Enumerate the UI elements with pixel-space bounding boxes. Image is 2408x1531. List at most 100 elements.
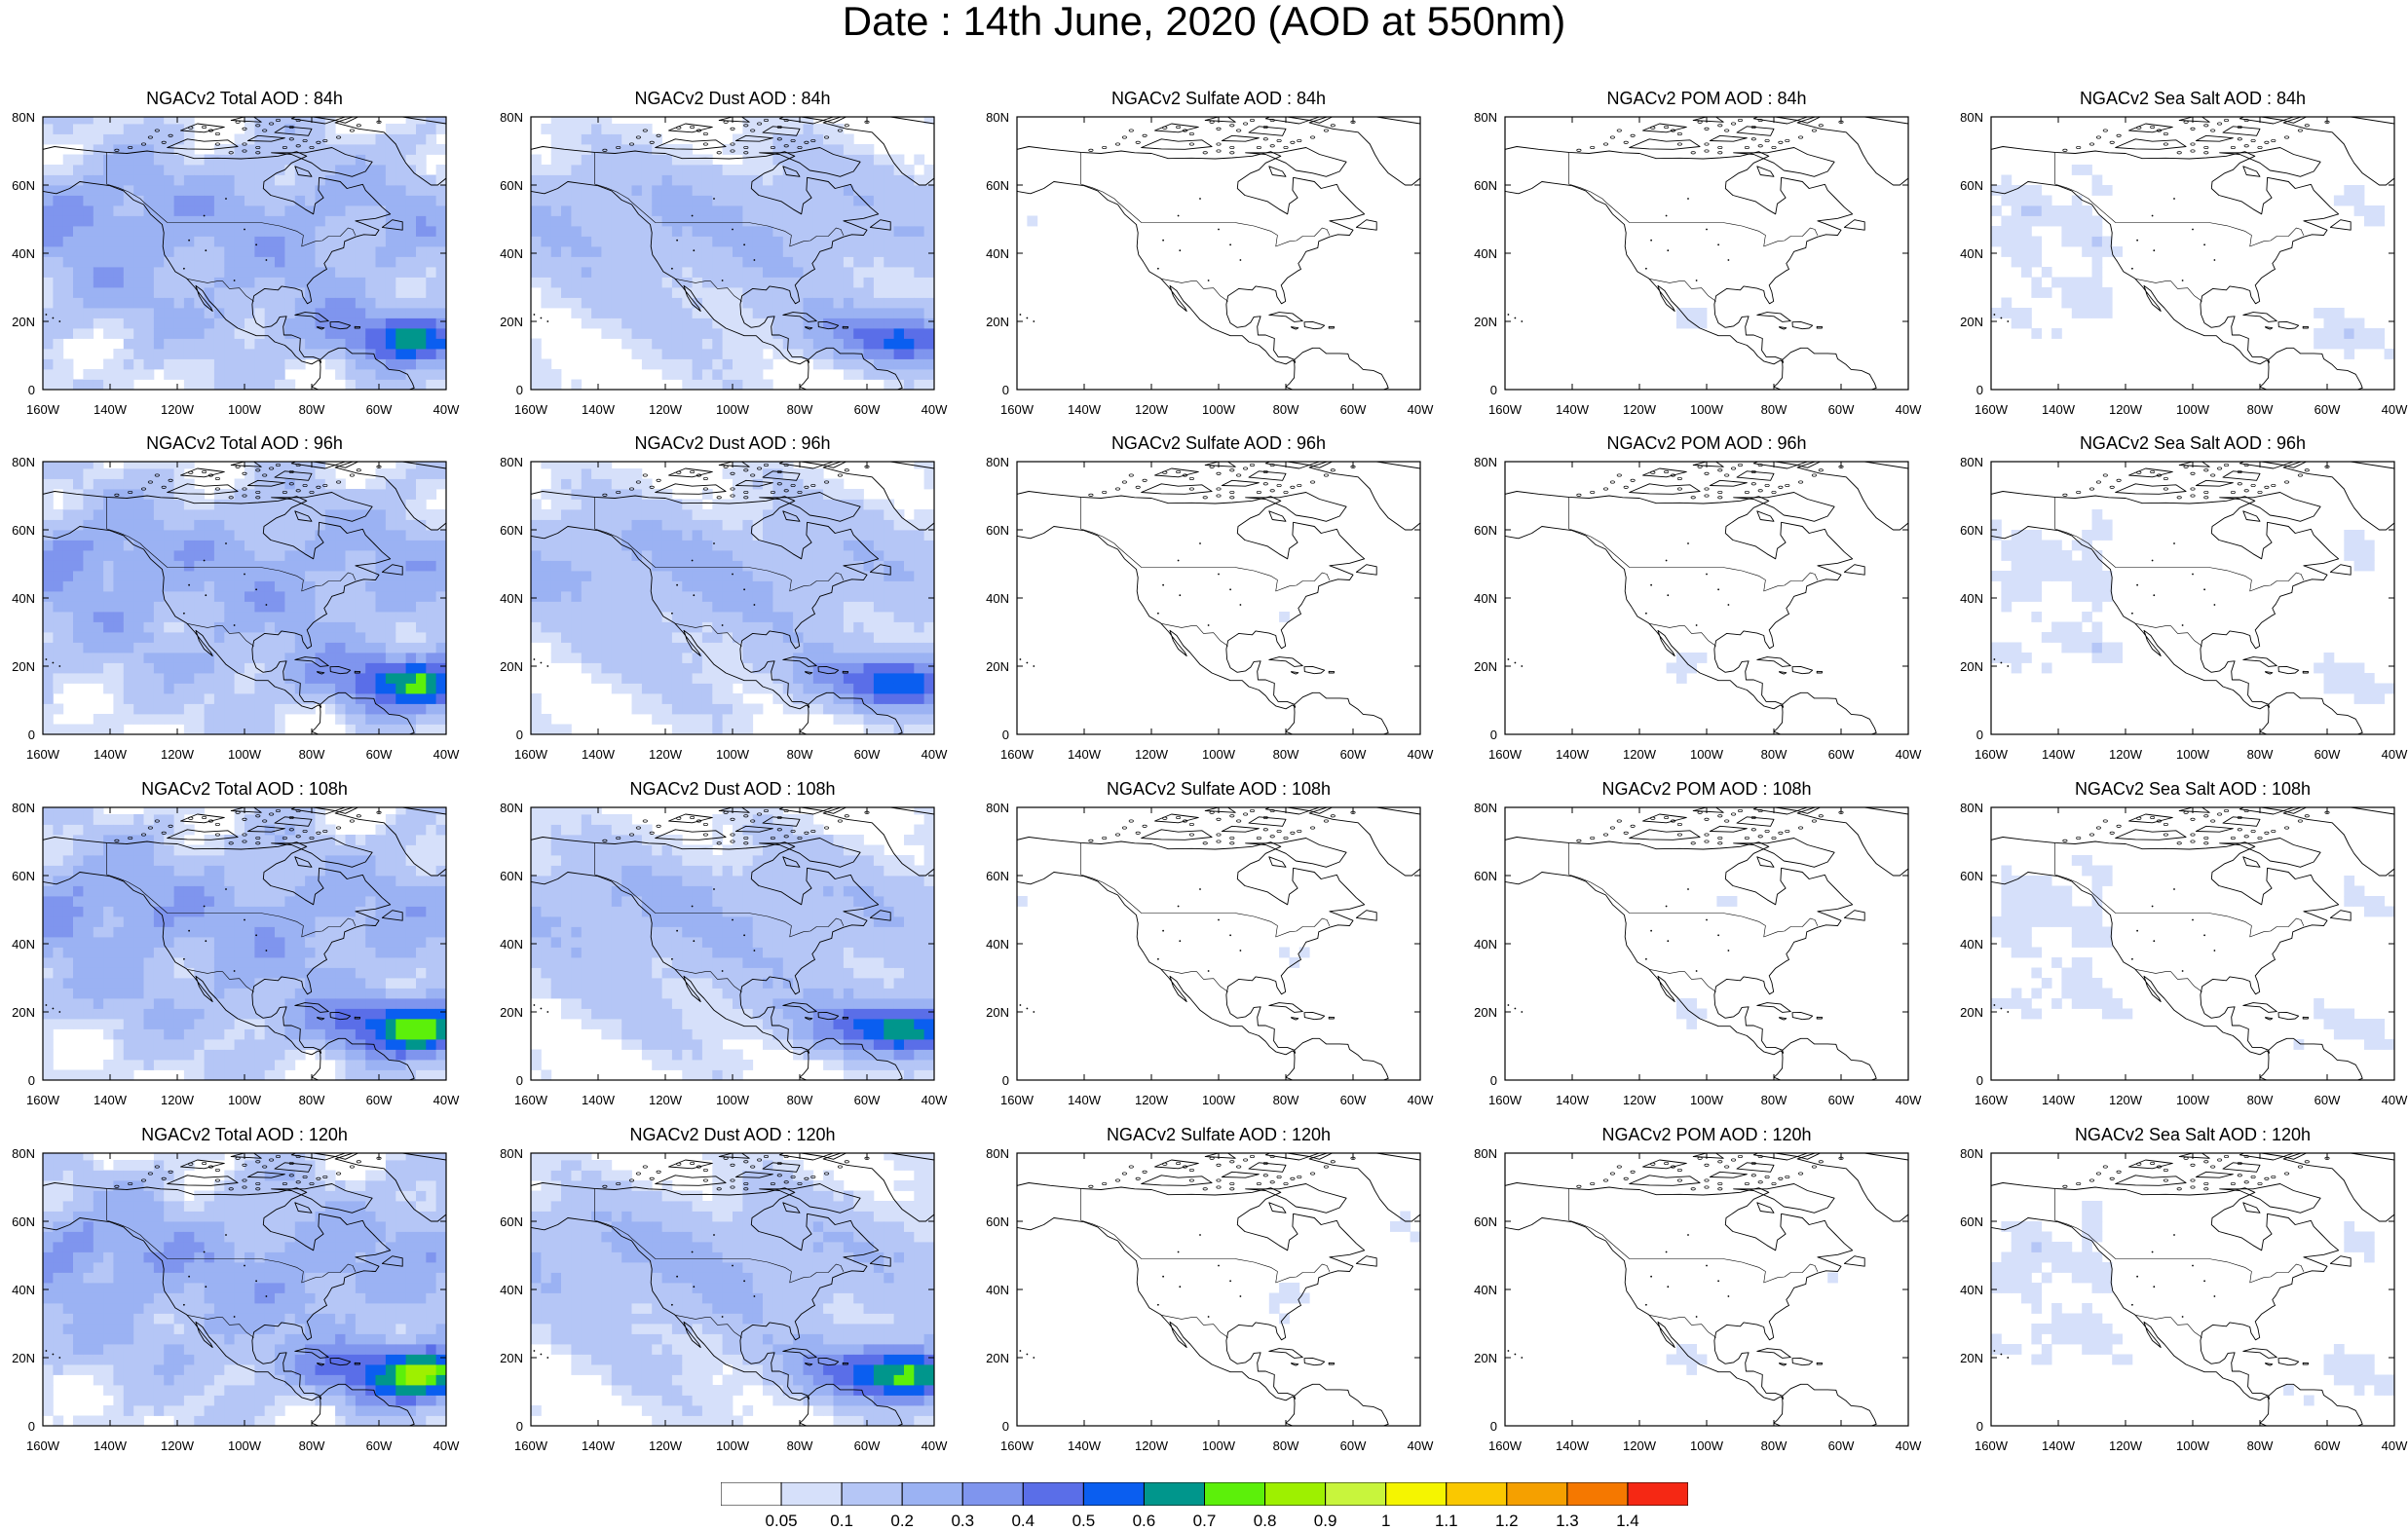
y-tick-label: 20N [986, 659, 1009, 674]
y-tick-label: 60N [986, 523, 1009, 538]
plot-frame [1016, 806, 1421, 1081]
x-tick-label: 40W [922, 747, 948, 762]
aod-field [1991, 1201, 2394, 1406]
x-tick-label: 140W [94, 402, 128, 417]
panel-title: NGACv2 Dust AOD : 84h [634, 89, 831, 108]
x-tick-label: 100W [716, 1438, 750, 1453]
x-tick-label: 100W [2176, 402, 2210, 417]
x-tick-label: 120W [161, 402, 195, 417]
y-tick-label: 60N [1474, 1214, 1497, 1229]
colorbar-label: 1.1 [1434, 1512, 1458, 1530]
x-tick-label: 100W [2176, 747, 2210, 762]
y-tick-label: 0 [1976, 1073, 1983, 1088]
x-tick-label: 40W [1896, 747, 1922, 762]
coastlines [1505, 462, 1908, 734]
panel-title: NGACv2 Total AOD : 120h [141, 1125, 348, 1144]
colorbar-swatch [841, 1482, 903, 1506]
y-tick-label: 0 [1002, 1419, 1009, 1434]
aod-map: 160W 140W 120W 100W 80W 60W 40W 80N 60N 40N 20N 0 [500, 801, 948, 1107]
map-panel-sulfate-108h: NGACv2 Sulfate AOD : 108h 160W 140W 120W 100… [974, 778, 1463, 1121]
y-tick-label: 60N [1960, 1214, 1983, 1229]
x-tick-label: 140W [2042, 1438, 2076, 1453]
x-tick-label: 80W [299, 402, 325, 417]
colorbar-label: 0.6 [1132, 1512, 1156, 1530]
x-tick-label: 120W [1623, 1093, 1657, 1107]
x-tick-label: 60W [854, 1093, 881, 1107]
x-tick-label: 100W [716, 1093, 750, 1107]
y-tick-label: 80N [986, 110, 1009, 125]
page-title: Date : 14th June, 2020 (AOD at 550nm) [842, 0, 1566, 44]
x-tick-label: 100W [2176, 1093, 2210, 1107]
colorbar-label: 1.3 [1556, 1512, 1579, 1530]
y-tick-label: 0 [28, 1073, 35, 1088]
y-tick-label: 80N [12, 110, 35, 125]
x-tick-label: 40W [922, 402, 948, 417]
y-tick-label: 20N [12, 1005, 35, 1020]
x-tick-label: 60W [1828, 1093, 1855, 1107]
x-tick-label: 120W [161, 747, 195, 762]
x-tick-label: 140W [1556, 402, 1590, 417]
y-tick-label: 80N [12, 455, 35, 469]
x-tick-label: 120W [1623, 747, 1657, 762]
map-panel-seasalt-96h: NGACv2 Sea Salt AOD : 96h 160W 140W 120W 100… [1948, 432, 2408, 775]
panel-title: NGACv2 Sulfate AOD : 120h [1106, 1125, 1332, 1144]
coastlines [531, 1153, 934, 1426]
colorbar-label: 0.1 [830, 1512, 853, 1530]
x-tick-label: 60W [1340, 1438, 1367, 1453]
x-tick-label: 60W [1340, 402, 1367, 417]
map-panel-pom-108h: NGACv2 POM AOD : 108h 160W 140W 120W 100W 80W… [1462, 778, 1951, 1121]
plot-frame [1504, 461, 1909, 735]
colorbar-swatch [1506, 1482, 1568, 1506]
colorbar-swatch [1204, 1482, 1266, 1506]
y-tick-label: 20N [1474, 1005, 1497, 1020]
aod-field [43, 462, 446, 734]
x-tick-label: 40W [1896, 1093, 1922, 1107]
colorbar-swatch [1082, 1482, 1145, 1506]
x-tick-label: 80W [1761, 402, 1787, 417]
aod-map: 160W 140W 120W 100W 80W 60W 40W 80N 60N 40N 20N 0 [1474, 801, 1922, 1107]
y-tick-label: 40N [500, 591, 523, 606]
aod-field [1991, 509, 2394, 704]
x-tick-label: 160W [1000, 747, 1035, 762]
colorbar-label: 0.5 [1072, 1512, 1096, 1530]
coastlines [43, 117, 446, 390]
x-tick-label: 140W [2042, 1093, 2076, 1107]
panel-title: NGACv2 Total AOD : 96h [146, 433, 343, 453]
x-tick-label: 100W [716, 402, 750, 417]
x-tick-label: 140W [2042, 747, 2076, 762]
x-tick-label: 120W [1135, 1093, 1169, 1107]
colorbar-swatch [1143, 1482, 1206, 1506]
aod-field [1991, 165, 2394, 359]
plot-frame [1016, 1152, 1421, 1427]
coastlines [1017, 1153, 1420, 1426]
colorbar-swatch [1325, 1482, 1387, 1506]
y-tick-label: 40N [12, 246, 35, 261]
y-tick-label: 60N [500, 1214, 523, 1229]
colorbar-swatch [961, 1482, 1024, 1506]
aod-map: 160W 140W 120W 100W 80W 60W 40W 80N 60N 40N 20N 0 [500, 455, 948, 762]
x-tick-label: 60W [854, 747, 881, 762]
y-tick-label: 40N [12, 591, 35, 606]
x-tick-label: 140W [582, 1093, 616, 1107]
y-tick-label: 60N [500, 523, 523, 538]
y-tick-label: 0 [1002, 383, 1009, 397]
x-tick-label: 100W [1202, 747, 1236, 762]
x-tick-label: 80W [299, 747, 325, 762]
x-tick-label: 160W [1488, 1438, 1523, 1453]
panel-title: NGACv2 POM AOD : 84h [1606, 89, 1807, 108]
colorbar-swatch [1385, 1482, 1448, 1506]
y-tick-label: 20N [1960, 1351, 1983, 1365]
aod-field [1666, 1272, 1838, 1375]
y-tick-label: 80N [500, 801, 523, 815]
colorbar-swatch [1264, 1482, 1327, 1506]
colorbar-swatch [1446, 1482, 1508, 1506]
map-panel-sulfate-84h: NGACv2 Sulfate AOD : 84h 160W 140W 120W 100W… [974, 88, 1463, 430]
y-tick-label: 40N [1474, 1283, 1497, 1297]
coastlines [1991, 1153, 2394, 1426]
x-tick-label: 80W [1761, 747, 1787, 762]
coastlines [1017, 117, 1420, 390]
y-tick-label: 20N [12, 315, 35, 329]
aod-field [1279, 612, 1290, 622]
x-tick-label: 60W [2314, 1093, 2341, 1107]
